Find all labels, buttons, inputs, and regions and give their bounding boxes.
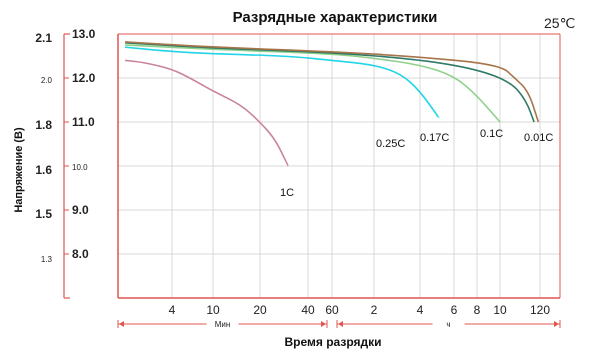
cell-tick-label: 2.1 xyxy=(35,31,52,45)
x-tick-label: 2 xyxy=(371,303,378,317)
x-tick-label: 10 xyxy=(493,303,507,317)
series-lines xyxy=(125,41,540,167)
x-tick-label: 40 xyxy=(301,303,315,317)
battery-tick-label: 12.0 xyxy=(72,71,96,85)
battery-tick-label: 10.0 xyxy=(72,163,88,172)
x-unit-ranges: Мин ч xyxy=(117,318,561,329)
x-tick-label: 20 xyxy=(253,303,267,317)
series-line-0-01C xyxy=(125,41,540,123)
x-tick-label: 120 xyxy=(530,303,550,317)
unit-range-label: Мин xyxy=(215,320,231,329)
series-line-0-25C xyxy=(125,46,440,119)
unit-range-arrow xyxy=(338,321,343,327)
cell-tick-label: 1.5 xyxy=(35,207,52,221)
cell-tick-label: 1.8 xyxy=(35,118,52,132)
series-line-0-1C xyxy=(125,42,535,123)
battery-tick-label: 13.0 xyxy=(72,27,96,41)
unit-range-arrow xyxy=(119,321,124,327)
unit-range-arrow xyxy=(321,321,326,327)
battery-tick-label: 9.0 xyxy=(72,203,89,217)
x-tick-label: 8 xyxy=(474,303,481,317)
unit-range-bg xyxy=(432,318,465,329)
battery-tick-label: 8.0 xyxy=(72,247,89,261)
cell-tick-label: 1.6 xyxy=(35,163,52,177)
unit-range-label: ч xyxy=(446,320,450,329)
series-label-0-1C: 0.1C xyxy=(480,128,503,140)
series-label-0-17C: 0.17C xyxy=(420,132,449,144)
chart-title: Разрядные характеристики xyxy=(233,9,438,26)
x-tick-label: 4 xyxy=(417,303,424,317)
series-line-0-17C xyxy=(125,44,501,123)
cell-tick-label: 2.0 xyxy=(41,76,53,85)
temperature-label: 25℃ xyxy=(544,15,575,31)
chart-grid xyxy=(118,33,560,298)
battery-voltage-ticks: 13.0 12.0 11.0 10.0 9.0 8.0 xyxy=(64,27,96,261)
cell-voltage-ticks: 2.1 2.0 1.8 1.6 1.5 1.3 xyxy=(35,31,52,264)
x-tick-label: 10 xyxy=(206,303,220,317)
unit-range-bg xyxy=(206,318,239,329)
x-tick-label: 4 xyxy=(169,303,176,317)
x-tick-label: 60 xyxy=(325,303,339,317)
x-axis-label: Время разрядки xyxy=(284,335,381,349)
x-axis-ticks: 4 10 20 40 60 2 4 6 8 10 120 xyxy=(169,303,551,317)
unit-range-arrow xyxy=(554,321,559,327)
series-label-0-01C: 0.01C xyxy=(524,132,553,144)
battery-tick-label: 11.0 xyxy=(72,115,95,129)
series-line-1C xyxy=(125,59,289,167)
y-axis-label: Напряжение (В) xyxy=(13,127,25,213)
series-label-0-25C: 0.25C xyxy=(376,138,405,150)
cell-tick-label: 1.3 xyxy=(41,255,53,264)
series-label-1C: 1C xyxy=(280,187,294,199)
x-tick-label: 6 xyxy=(451,303,458,317)
series-labels: 1C 0.25C 0.17C 0.1C 0.01C xyxy=(280,128,553,199)
